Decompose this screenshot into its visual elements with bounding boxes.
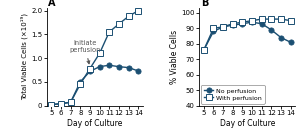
No perfusion: [260, 23, 263, 25]
With perfusion: [260, 18, 263, 20]
With perfusion: [202, 49, 206, 51]
X-axis label: Day of Culture: Day of Culture: [220, 119, 275, 128]
With perfusion: [279, 18, 283, 20]
Text: A: A: [48, 0, 56, 7]
With perfusion: [241, 21, 244, 23]
No perfusion: [202, 49, 206, 51]
With perfusion: [221, 26, 225, 28]
Text: B: B: [201, 0, 208, 7]
Line: With perfusion: With perfusion: [201, 16, 293, 53]
Line: No perfusion: No perfusion: [201, 20, 293, 53]
No perfusion: [250, 21, 254, 23]
No perfusion: [212, 31, 215, 32]
Y-axis label: Total Viable Cells (×10¹⁹): Total Viable Cells (×10¹⁹): [21, 13, 28, 100]
Legend: No perfusion, With perfusion: No perfusion, With perfusion: [201, 85, 265, 104]
No perfusion: [289, 41, 292, 43]
With perfusion: [250, 20, 254, 22]
No perfusion: [279, 37, 283, 39]
No perfusion: [231, 24, 235, 26]
With perfusion: [289, 20, 292, 22]
No perfusion: [270, 29, 273, 31]
With perfusion: [231, 23, 235, 25]
Text: Initiate
perfusion: Initiate perfusion: [69, 40, 101, 64]
Y-axis label: % Viable Cells: % Viable Cells: [169, 30, 178, 84]
X-axis label: Day of Culture: Day of Culture: [67, 119, 122, 128]
No perfusion: [241, 23, 244, 25]
No perfusion: [221, 26, 225, 28]
With perfusion: [212, 27, 215, 29]
With perfusion: [270, 18, 273, 20]
